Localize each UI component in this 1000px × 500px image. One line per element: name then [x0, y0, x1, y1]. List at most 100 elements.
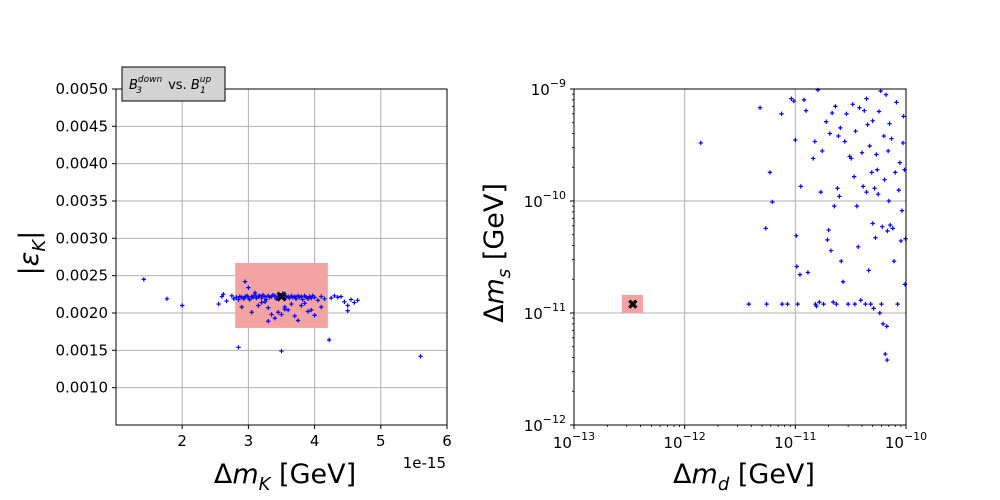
scatter-point — [867, 143, 872, 149]
x-tick-label: 4 — [310, 432, 320, 450]
scatter-point — [833, 104, 838, 109]
scatter-point — [856, 244, 861, 250]
y-tick-label: 0.0030 — [56, 229, 109, 247]
legend-label: Bdown 3 vs. Bup 1 — [129, 75, 211, 96]
scatter-point — [801, 97, 807, 103]
scatter-point — [858, 298, 863, 303]
scatter-point — [266, 305, 271, 310]
scatter-point — [817, 299, 822, 305]
scatter-point — [862, 108, 867, 113]
scatter-point — [845, 301, 851, 307]
scatter-point — [219, 294, 225, 299]
scatter-point — [880, 321, 886, 327]
legend: Bdown 3 vs. Bup 1 — [121, 66, 226, 102]
scatter-point — [264, 297, 269, 302]
scatter-point — [312, 295, 317, 300]
scatter-point — [851, 174, 857, 179]
reference-point — [276, 291, 287, 302]
scatter-point — [279, 312, 284, 317]
scatter-point — [821, 301, 826, 307]
x-tick-label: 6 — [442, 432, 452, 450]
scatter-point — [834, 301, 839, 307]
scatter-point — [770, 199, 775, 205]
scatter-point — [247, 297, 252, 302]
scatter-point — [315, 298, 321, 303]
y-tick-label: 0.0010 — [56, 379, 109, 397]
axes-frame — [573, 88, 907, 426]
scatter-point — [241, 296, 246, 302]
y-tick-label: 0.0045 — [56, 117, 109, 135]
scatter-point — [893, 170, 898, 175]
scatter-point — [897, 160, 903, 165]
scatter-point — [838, 125, 843, 131]
scatter-point — [246, 285, 251, 290]
scatter-point — [852, 301, 858, 307]
scatter-point — [326, 337, 332, 343]
scatter-point — [818, 189, 824, 195]
scatter-point — [878, 88, 883, 94]
y-tick-label: 0.0040 — [56, 155, 109, 173]
scatter-point — [875, 192, 881, 197]
scatter-point — [884, 357, 890, 363]
x-tick-label: 10−13 — [553, 430, 595, 452]
scatter-point — [825, 237, 830, 243]
scatter-point — [853, 128, 858, 134]
y-axis-label: Δms [GeV] — [479, 183, 515, 323]
x-tick-label: 10−10 — [885, 430, 927, 452]
scatter-point — [826, 227, 831, 233]
scatter-point — [870, 221, 875, 226]
y-tick-label: 0.0050 — [56, 80, 109, 98]
scatter-point — [266, 319, 271, 324]
scatter-point — [885, 148, 891, 154]
scatter-point — [779, 111, 784, 117]
scatter-point — [865, 122, 870, 127]
scatter-point — [236, 297, 241, 302]
scatter-point — [262, 294, 268, 299]
scatter-point — [746, 301, 752, 307]
scatter-point — [812, 139, 818, 144]
scatter-point — [869, 170, 874, 175]
scatter-point — [262, 299, 268, 304]
scatter-point — [332, 293, 337, 299]
y-tick-label: 10−12 — [524, 413, 566, 435]
scatter-point — [844, 111, 849, 117]
scatter-point — [328, 295, 334, 301]
scatter-point — [302, 301, 307, 306]
scatter-point — [793, 137, 798, 143]
scatter-point — [871, 306, 876, 311]
scatter-point — [864, 96, 869, 101]
scatter-point — [300, 297, 305, 302]
scatter-point — [322, 296, 327, 302]
scatter-point — [828, 248, 834, 253]
y-tick-label: 0.0020 — [56, 304, 109, 322]
x-axis-label: Δmd [GeV] — [673, 459, 815, 495]
scatter-point — [902, 282, 908, 287]
legend-box — [121, 66, 226, 102]
scatter-point — [805, 270, 811, 275]
x-tick-label: 5 — [376, 432, 386, 450]
scatter-point — [879, 301, 884, 307]
scatter-point — [886, 198, 892, 204]
scatter-point — [282, 307, 288, 312]
x-axis-label: ΔmK [GeV] — [214, 459, 356, 495]
scatter-point — [887, 121, 892, 126]
scatter-point — [872, 186, 877, 191]
scatter-point — [836, 133, 841, 139]
scan-points — [698, 87, 908, 363]
scatter-point — [860, 184, 866, 189]
scatter-point — [275, 310, 281, 315]
x-tick-label: 10−11 — [774, 430, 816, 452]
scatter-point — [180, 303, 185, 308]
scatter-point — [868, 301, 873, 307]
scatter-point — [876, 109, 882, 114]
scatter-point — [244, 293, 250, 299]
scatter-point — [814, 304, 819, 309]
scatter-point — [229, 293, 235, 299]
scatter-point — [891, 259, 897, 264]
scatter-point — [224, 298, 229, 304]
scatter-point — [794, 264, 799, 269]
scatter-point — [791, 98, 797, 104]
scatter-point — [319, 294, 324, 299]
scatter-point — [763, 226, 768, 231]
scatter-point — [815, 87, 821, 93]
